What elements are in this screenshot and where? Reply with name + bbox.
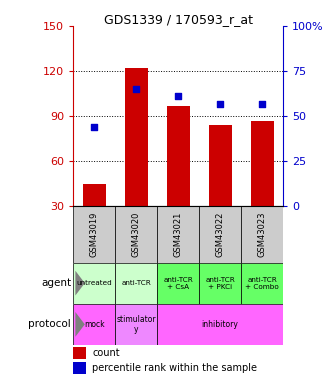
Bar <box>166 106 190 206</box>
Text: untreated: untreated <box>76 280 112 286</box>
Bar <box>157 304 283 345</box>
Bar <box>73 262 115 304</box>
Text: stimulator
y: stimulator y <box>117 315 156 334</box>
Bar <box>83 184 106 206</box>
Point <box>134 86 139 92</box>
Bar <box>73 347 86 358</box>
Bar <box>115 304 157 345</box>
Point <box>217 100 223 106</box>
Text: GSM43020: GSM43020 <box>132 211 141 257</box>
Bar <box>250 121 274 206</box>
Text: anti-TCR
+ PKCi: anti-TCR + PKCi <box>205 277 235 290</box>
Bar <box>115 262 157 304</box>
Text: anti-TCR: anti-TCR <box>121 280 151 286</box>
Text: inhibitory: inhibitory <box>202 320 238 329</box>
Bar <box>73 304 115 345</box>
Bar <box>199 206 241 262</box>
Text: protocol: protocol <box>28 320 71 329</box>
Polygon shape <box>75 271 85 296</box>
Bar <box>157 262 199 304</box>
Point <box>259 100 265 106</box>
Text: agent: agent <box>41 278 71 288</box>
Text: GSM43021: GSM43021 <box>173 211 183 257</box>
Bar <box>115 206 157 262</box>
Bar <box>125 68 148 206</box>
Bar <box>157 206 199 262</box>
Bar <box>73 206 115 262</box>
Text: mock: mock <box>84 320 105 329</box>
Text: GSM43022: GSM43022 <box>215 211 225 257</box>
Point <box>92 124 97 130</box>
Bar <box>199 262 241 304</box>
Bar <box>73 362 86 374</box>
Text: anti-TCR
+ Combo: anti-TCR + Combo <box>245 277 279 290</box>
Text: GSM43023: GSM43023 <box>257 211 267 257</box>
Bar <box>241 262 283 304</box>
Text: count: count <box>92 348 120 358</box>
Polygon shape <box>75 312 85 337</box>
Point <box>175 93 181 99</box>
Text: percentile rank within the sample: percentile rank within the sample <box>92 363 257 373</box>
Bar <box>241 206 283 262</box>
Text: anti-TCR
+ CsA: anti-TCR + CsA <box>163 277 193 290</box>
Text: GSM43019: GSM43019 <box>90 211 99 257</box>
Text: GDS1339 / 170593_r_at: GDS1339 / 170593_r_at <box>104 13 253 26</box>
Bar <box>208 125 232 206</box>
